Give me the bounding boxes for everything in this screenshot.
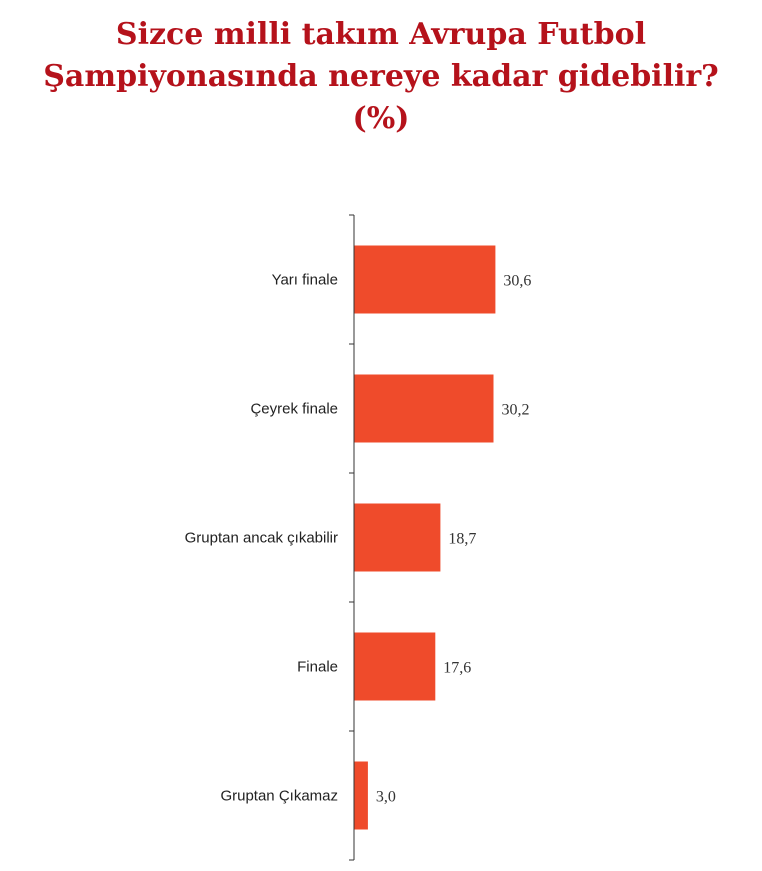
chart-title-line-3: (%) bbox=[352, 101, 410, 136]
chart-title-line-2: Şampiyonasında nereye kadar gidebilir? bbox=[43, 59, 719, 94]
category-label-4: Finale bbox=[297, 659, 338, 676]
bar-5 bbox=[354, 761, 368, 830]
category-label-5: Gruptan Çıkamaz bbox=[220, 788, 338, 805]
bar-1 bbox=[354, 245, 496, 314]
value-label-2: 30,2 bbox=[502, 402, 530, 419]
bar-3 bbox=[354, 503, 441, 572]
value-label-5: 3,0 bbox=[376, 789, 396, 806]
category-label-1: Yarı finale bbox=[272, 272, 338, 289]
category-label-2: Çeyrek finale bbox=[250, 401, 338, 418]
bar-2 bbox=[354, 374, 494, 443]
chart-title-line-1: Sizce milli takım Avrupa Futbol bbox=[115, 17, 647, 52]
value-label-3: 18,7 bbox=[448, 531, 476, 548]
chart-title: Sizce milli takım Avrupa Futbol Şampiyon… bbox=[0, 14, 762, 140]
value-label-1: 30,6 bbox=[503, 273, 531, 290]
category-label-3: Gruptan ancak çıkabilir bbox=[185, 530, 338, 547]
bar-4 bbox=[354, 632, 436, 701]
value-label-4: 17,6 bbox=[443, 660, 471, 677]
